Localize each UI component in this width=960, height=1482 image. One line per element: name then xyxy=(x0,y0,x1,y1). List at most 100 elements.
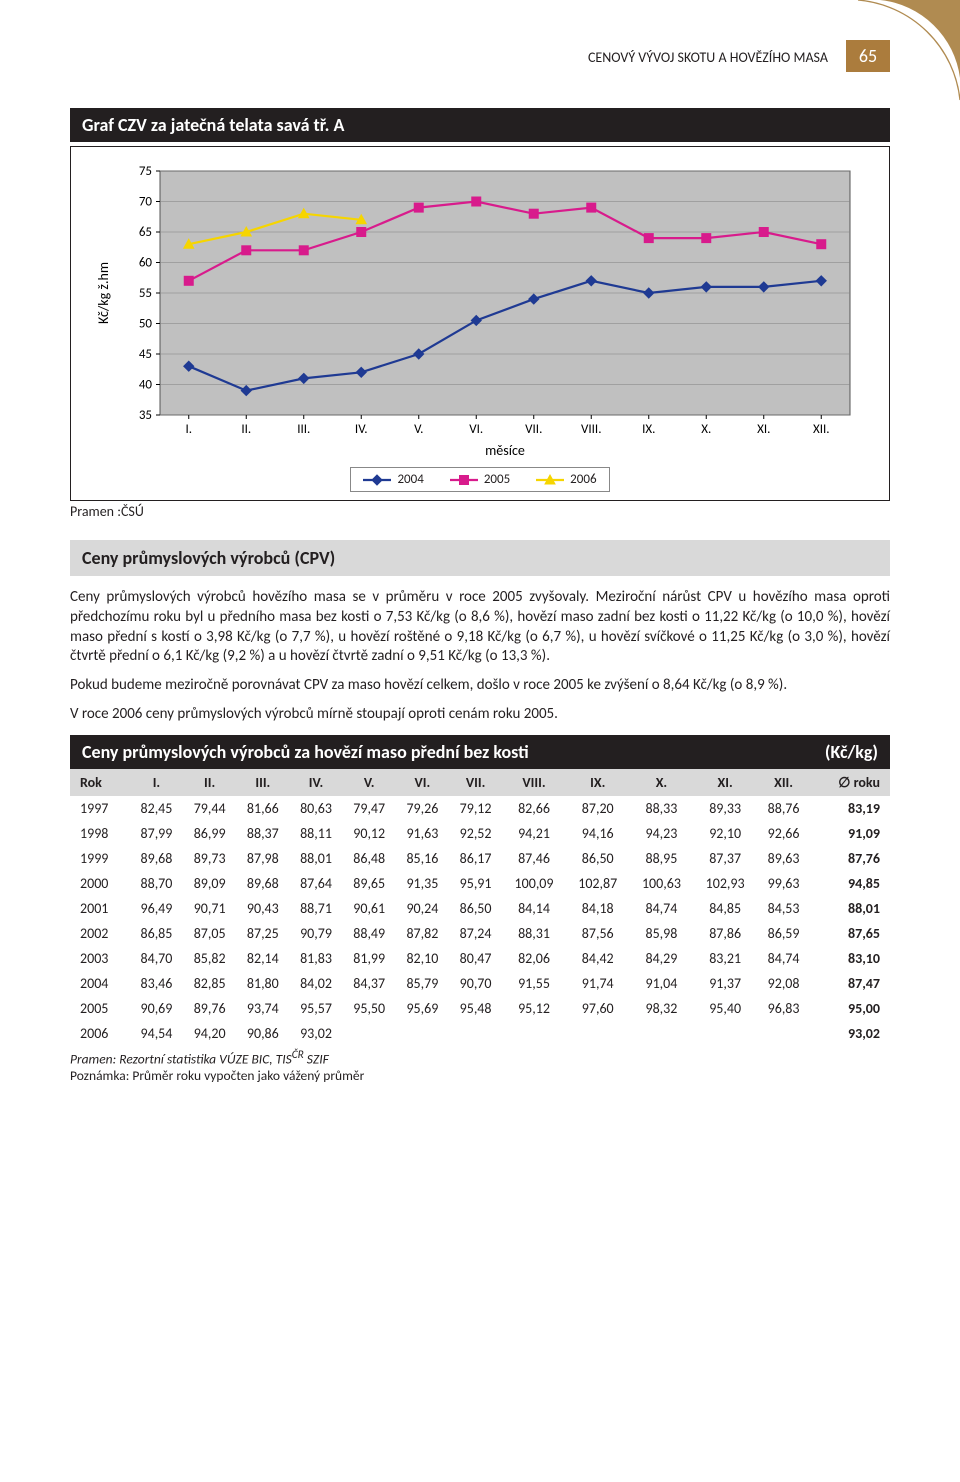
table-cell: 89,63 xyxy=(757,846,810,871)
legend-item: 2005 xyxy=(450,472,510,487)
table-cell: 86,85 xyxy=(130,921,183,946)
table-cell: 88,71 xyxy=(289,896,342,921)
table-cell: 92,66 xyxy=(757,821,810,846)
table-cell: 95,50 xyxy=(343,996,396,1021)
table-cell: 94,20 xyxy=(183,1021,236,1046)
table-cell: 96,49 xyxy=(130,896,183,921)
table-cell: 89,76 xyxy=(183,996,236,1021)
svg-text:XI.: XI. xyxy=(757,422,770,437)
svg-text:VI.: VI. xyxy=(469,422,483,437)
table-year-cell: 1998 xyxy=(70,821,130,846)
svg-text:IV.: IV. xyxy=(355,422,368,437)
table-row: 199887,9986,9988,3788,1190,1291,6392,529… xyxy=(70,821,890,846)
table-cell xyxy=(693,1021,757,1046)
table-cell xyxy=(396,1021,449,1046)
table-cell: 90,61 xyxy=(343,896,396,921)
table-cell: 85,82 xyxy=(183,946,236,971)
table-cell xyxy=(757,1021,810,1046)
table-cell: 87,37 xyxy=(693,846,757,871)
table-cell: 92,52 xyxy=(449,821,502,846)
table-cell: 91,63 xyxy=(396,821,449,846)
table-cell: 100,63 xyxy=(630,871,694,896)
svg-text:55: 55 xyxy=(139,286,152,301)
table-header-cell: IV. xyxy=(289,769,342,796)
table-year-cell: 2003 xyxy=(70,946,130,971)
table-cell: 93,02 xyxy=(289,1021,342,1046)
page-header: CENOVÝ VÝVOJ SKOTU A HOVĚZÍHO MASA 65 xyxy=(70,40,890,72)
svg-text:IX.: IX. xyxy=(642,422,655,437)
table-cell: 82,66 xyxy=(502,796,566,821)
table-cell: 92,10 xyxy=(693,821,757,846)
table-header-cell: V. xyxy=(343,769,396,796)
table-cell: 86,59 xyxy=(757,921,810,946)
table-avg-cell: 83,10 xyxy=(810,946,890,971)
page-corner-decoration xyxy=(820,0,960,110)
cpv-para-1: Ceny průmyslových výrobců hovězího masa … xyxy=(70,588,890,667)
table-cell: 87,20 xyxy=(566,796,630,821)
table-cell xyxy=(630,1021,694,1046)
table-header-row: RokI.II.III.IV.V.VI.VII.VIII.IX.X.XI.XII… xyxy=(70,769,890,796)
table-cell: 85,79 xyxy=(396,971,449,996)
table-cell: 82,14 xyxy=(236,946,289,971)
table-cell: 94,23 xyxy=(630,821,694,846)
table-cell: 95,91 xyxy=(449,871,502,896)
chart-title-bar: Graf CZV za jatečná telata savá tř. A xyxy=(70,108,890,142)
table-header-cell: II. xyxy=(183,769,236,796)
legend-label: 2006 xyxy=(570,472,596,487)
svg-text:35: 35 xyxy=(139,408,152,423)
table-cell xyxy=(502,1021,566,1046)
table-avg-cell: 83,19 xyxy=(810,796,890,821)
table-cell: 93,74 xyxy=(236,996,289,1021)
table-header-cell: XII. xyxy=(757,769,810,796)
table-source: Pramen: Rezortní statistika VÚZE BIC, TI… xyxy=(70,1048,890,1068)
cpv-table: RokI.II.III.IV.V.VI.VII.VIII.IX.X.XI.XII… xyxy=(70,769,890,1046)
table-cell: 86,48 xyxy=(343,846,396,871)
svg-text:40: 40 xyxy=(139,378,153,393)
table-cell: 81,80 xyxy=(236,971,289,996)
table-cell: 86,50 xyxy=(566,846,630,871)
cpv-section-title: Ceny průmyslových výrobců (CPV) xyxy=(70,540,890,576)
table-cell: 84,70 xyxy=(130,946,183,971)
table-year-cell: 2006 xyxy=(70,1021,130,1046)
table-cell: 90,69 xyxy=(130,996,183,1021)
chart-legend: 2004 2005 2006 xyxy=(350,467,610,492)
table-cell: 91,37 xyxy=(693,971,757,996)
table-cell: 91,35 xyxy=(396,871,449,896)
table-cell: 87,56 xyxy=(566,921,630,946)
table-cell: 87,05 xyxy=(183,921,236,946)
table-cell: 94,16 xyxy=(566,821,630,846)
table-header-cell: X. xyxy=(630,769,694,796)
table-cell: 88,70 xyxy=(130,871,183,896)
table-avg-cell: 94,85 xyxy=(810,871,890,896)
table-cell: 79,26 xyxy=(396,796,449,821)
table-cell: 88,49 xyxy=(343,921,396,946)
svg-text:VII.: VII. xyxy=(525,422,542,437)
table-cell: 92,08 xyxy=(757,971,810,996)
svg-text:XII.: XII. xyxy=(813,422,830,437)
table-cell: 84,29 xyxy=(630,946,694,971)
svg-text:Kč/kg ž.hm: Kč/kg ž.hm xyxy=(95,262,112,324)
table-year-cell: 2000 xyxy=(70,871,130,896)
table-cell: 84,02 xyxy=(289,971,342,996)
table-cell: 89,73 xyxy=(183,846,236,871)
table-cell: 82,85 xyxy=(183,971,236,996)
table-header-cell: IX. xyxy=(566,769,630,796)
line-chart: 354045505560657075I.II.III.IV.V.VI.VII.V… xyxy=(90,159,870,459)
svg-text:II.: II. xyxy=(241,422,251,437)
table-cell: 91,55 xyxy=(502,971,566,996)
table-avg-cell: 87,76 xyxy=(810,846,890,871)
table-cell xyxy=(343,1021,396,1046)
table-row: 200088,7089,0989,6887,6489,6591,3595,911… xyxy=(70,871,890,896)
table-avg-cell: 91,09 xyxy=(810,821,890,846)
table-cell: 87,98 xyxy=(236,846,289,871)
table-unit: (Kč/kg) xyxy=(825,741,878,763)
table-cell: 88,11 xyxy=(289,821,342,846)
table-cell: 88,33 xyxy=(630,796,694,821)
legend-label: 2004 xyxy=(397,472,423,487)
table-cell: 81,66 xyxy=(236,796,289,821)
table-cell: 95,40 xyxy=(693,996,757,1021)
table-cell: 83,46 xyxy=(130,971,183,996)
legend-item: 2004 xyxy=(363,472,423,487)
svg-text:75: 75 xyxy=(139,164,152,179)
table-row: 200694,5494,2090,8693,0293,02 xyxy=(70,1021,890,1046)
